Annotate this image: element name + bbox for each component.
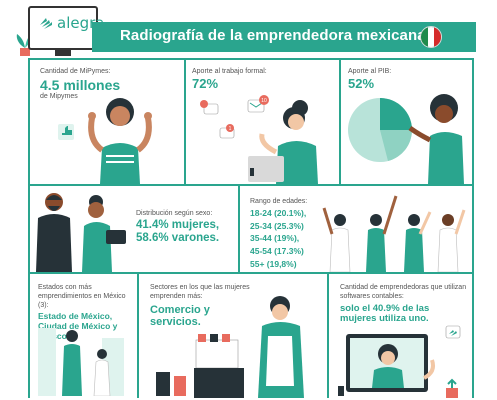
trabajo-card: Aporte al trabajo formal: 72% (192, 68, 332, 92)
grid-line (137, 274, 139, 398)
grid-line (28, 58, 30, 186)
trabajo-value: 72% (192, 75, 219, 91)
monitor-stand (55, 50, 71, 56)
woman-shop-illustration (156, 296, 304, 398)
mipymes-card: Cantidad de MiPymes: 4.5 millones de Mip… (40, 68, 180, 102)
grid-line (28, 184, 474, 186)
pib-label: Aporte al PIB: (348, 68, 392, 75)
mexico-flag-icon (420, 26, 442, 48)
edades-label: Rango de edades: (250, 198, 308, 205)
man-woman-tablet-illustration (36, 193, 126, 272)
edades-range-5: 55+ (19,8%) (250, 258, 297, 269)
sexo-value-1: 41.4% mujeres, (136, 218, 220, 231)
grid-line (339, 58, 341, 186)
software-label: Cantidad de emprendedoras que utilizan s… (340, 284, 467, 300)
grid-line (28, 58, 474, 60)
pib-value: 52% (348, 75, 375, 91)
software-value: solo el 40.9% de las mujeres utiliza uno… (340, 302, 430, 325)
woman-pie-chart-illustration (348, 94, 464, 184)
grid-line (28, 274, 30, 398)
grid-line (28, 186, 30, 274)
group-women-celebrating-illustration (322, 195, 466, 272)
woman-ok-gesture-illustration (58, 98, 152, 184)
grid-line (238, 186, 240, 274)
sexo-label: Distribución según sexo: (136, 210, 213, 217)
software-card: Cantidad de emprendedoras que utilizan s… (340, 284, 468, 325)
mipymes-label: Cantidad de MiPymes: (40, 68, 111, 75)
sexo-value-2: 58.6% varones. (136, 231, 220, 244)
grid-line (472, 274, 474, 398)
grid-line (28, 272, 474, 274)
grid-line (184, 58, 186, 186)
edades-range-1: 18-24 (20.1%), (250, 207, 307, 218)
monitor-logo-frame (28, 6, 98, 50)
edades-card: Rango de edades: 18-24 (20.1%), 25-34 (2… (250, 198, 330, 270)
grid-line (472, 186, 474, 274)
estados-label: Estados con más emprendimientos en Méxic… (38, 284, 126, 309)
edades-range-4: 45-54 (17.3%) (250, 246, 304, 257)
sectores-card: Sectores en los que las mujeres emprende… (150, 284, 250, 329)
alegra-logo-icon (40, 18, 52, 29)
woman-monitor-waving-illustration (338, 325, 461, 398)
edades-range-3: 35-44 (19%), (250, 233, 300, 244)
edades-range-2: 25-34 (25.3%) (250, 220, 304, 231)
women-city-illustration (38, 328, 124, 396)
header: alegra Radiografía de la emprendedora me… (0, 0, 497, 62)
page-title: Radiografía de la emprendedora mexicana (120, 27, 426, 44)
pib-card: Aporte al PIB: 52% (348, 68, 468, 92)
mipymes-sublabel: de Mipymes (40, 92, 78, 100)
mipymes-value: 4.5 millones (40, 76, 121, 93)
notification-count-1: 1 (229, 126, 232, 132)
sectores-value: Comercio y servicios. (150, 303, 210, 329)
sectores-label: Sectores en los que las mujeres emprende… (150, 284, 250, 300)
woman-phone-laptop-illustration: 10 1 (200, 95, 318, 184)
title-banner (92, 22, 476, 52)
trabajo-label: Aporte al trabajo formal: (192, 68, 267, 75)
sexo-card: Distribución según sexo: 41.4% mujeres, … (136, 210, 236, 245)
grid-line (327, 274, 329, 398)
grid-line (472, 58, 474, 186)
notification-count-10: 10 (261, 98, 267, 104)
